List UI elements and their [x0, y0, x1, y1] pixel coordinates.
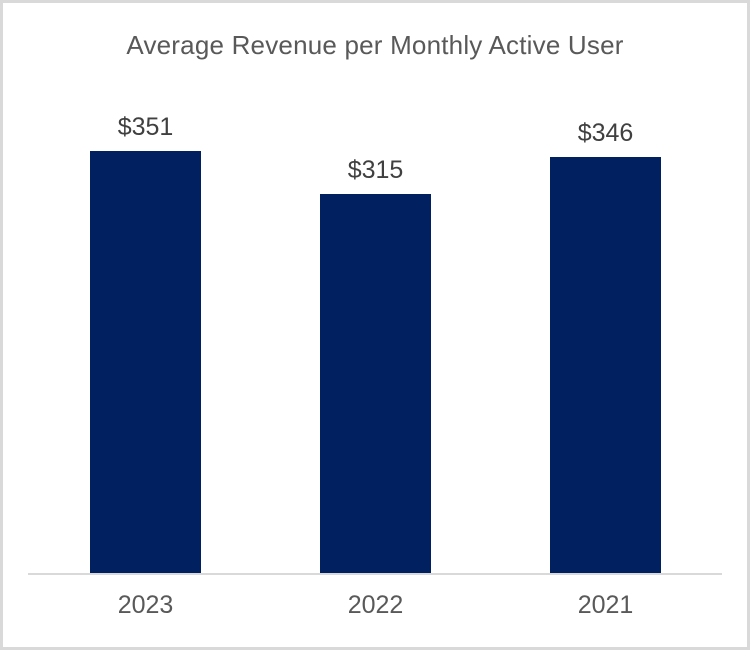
- bar-group-2023: $351: [90, 113, 201, 573]
- bar-2022: [320, 194, 431, 573]
- category-label-2023: 2023: [117, 591, 174, 619]
- plot-area: $351 $315 $346 2023 2022 2021: [3, 3, 747, 647]
- category-label-2022: 2022: [347, 591, 404, 619]
- data-label-2022: $315: [347, 156, 404, 184]
- data-label-2021: $346: [577, 119, 634, 147]
- data-label-2023: $351: [117, 113, 174, 141]
- chart-title: Average Revenue per Monthly Active User: [126, 30, 624, 60]
- bar-group-2022: $315: [320, 156, 431, 573]
- bar-group-2021: $346: [550, 119, 661, 573]
- category-label-2021: 2021: [577, 591, 634, 619]
- bar-2021: [550, 157, 661, 573]
- bar-2023: [90, 151, 201, 573]
- x-axis-line: [28, 573, 722, 575]
